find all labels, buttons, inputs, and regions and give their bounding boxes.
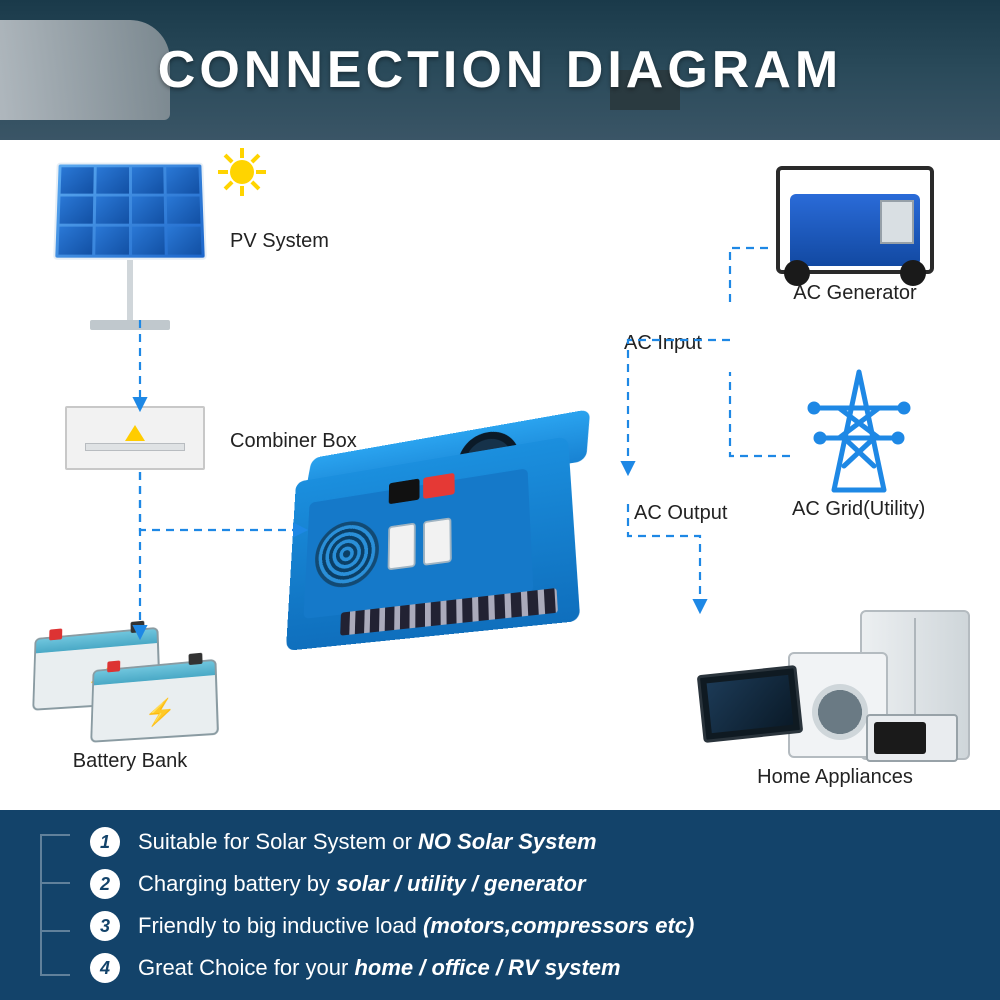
appliances-icon	[700, 610, 970, 760]
node-combiner-box	[65, 406, 205, 470]
battery-label: Battery Bank	[73, 750, 188, 773]
node-battery-bank: ⚡ ⚡ Battery Bank	[30, 630, 230, 773]
feature-item: 1 Suitable for Solar System or NO Solar …	[90, 827, 970, 857]
pv-label: PV System	[230, 230, 329, 253]
footer-features: 1 Suitable for Solar System or NO Solar …	[0, 810, 1000, 1000]
feature-item: 3 Friendly to big inductive load (motors…	[90, 911, 970, 941]
feature-number-badge: 2	[90, 869, 120, 899]
node-inverter	[275, 450, 575, 640]
page-title: CONNECTION DIAGRAM	[158, 40, 842, 100]
header-banner: CONNECTION DIAGRAM	[0, 0, 1000, 140]
feature-number-badge: 3	[90, 911, 120, 941]
grid-tower-icon	[794, 366, 924, 496]
grid-label: AC Grid(Utility)	[792, 498, 925, 521]
connection-diagram: PV System Combiner Box ⚡ ⚡ Battery Bank	[0, 140, 1000, 810]
ac-input-label: AC Input	[624, 332, 702, 355]
combiner-box-icon	[65, 406, 205, 470]
feature-number-badge: 4	[90, 953, 120, 983]
sun-icon	[220, 150, 264, 194]
solar-panel-icon	[53, 163, 207, 260]
feature-item: 4 Great Choice for your home / office / …	[90, 953, 970, 983]
battery-icon: ⚡ ⚡	[30, 630, 230, 750]
footer-bracket-icon	[40, 834, 80, 976]
node-pv-system	[55, 160, 205, 330]
inverter-icon	[286, 436, 580, 651]
node-home-appliances: Home Appliances	[700, 610, 970, 789]
ac-output-label: AC Output	[634, 502, 727, 525]
node-ac-grid: AC Grid(Utility)	[792, 366, 925, 521]
feature-item: 2 Charging battery by solar / utility / …	[90, 869, 970, 899]
feature-number-badge: 1	[90, 827, 120, 857]
appliances-label: Home Appliances	[757, 766, 913, 789]
node-ac-generator: AC Generator	[770, 160, 940, 305]
generator-icon	[770, 160, 940, 280]
generator-label: AC Generator	[793, 282, 916, 305]
